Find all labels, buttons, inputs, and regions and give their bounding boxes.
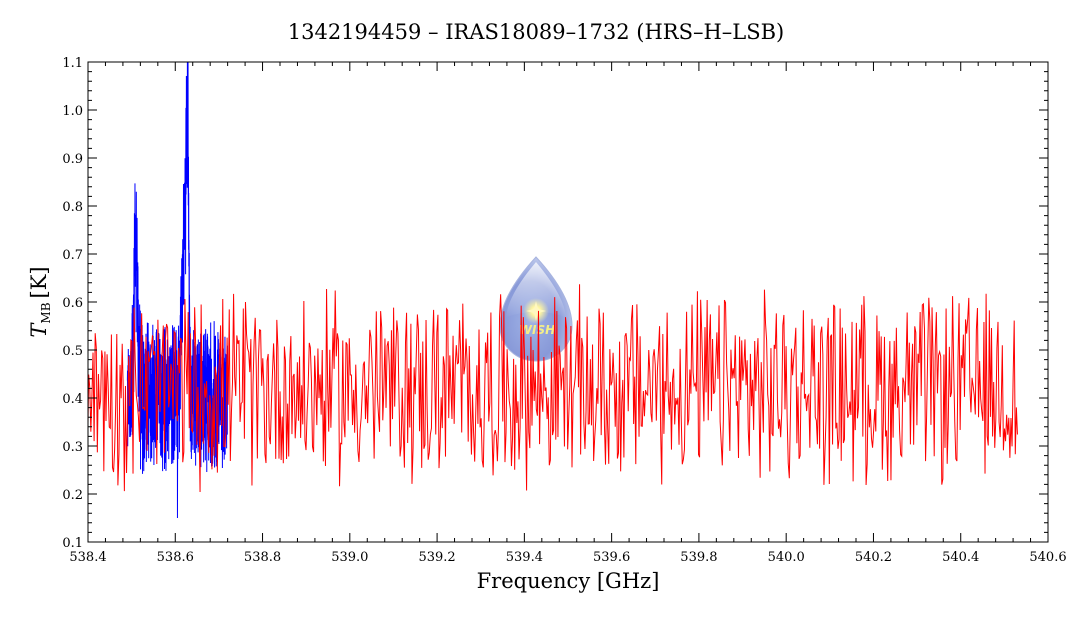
y-tick-label: 0.8 bbox=[62, 200, 83, 215]
x-tick-label: 538.6 bbox=[157, 550, 194, 565]
red-spectrum-series bbox=[88, 284, 1018, 493]
tick-marks bbox=[87, 61, 1049, 543]
x-tick-labels: 538.4 538.6 538.8 539.0 539.2 539.4 539.6 539.8… bbox=[69, 550, 1066, 565]
y-axis-title: TMB [K] bbox=[27, 266, 53, 337]
axis-ticks bbox=[87, 61, 1049, 543]
y-tick-labels: 0.1 0.2 0.3 0.4 0.5 0.6 0.7 0.8 0.9 1.0 1.1 bbox=[62, 56, 83, 551]
plot-frame bbox=[87, 61, 1049, 543]
chart-title: 1342194459 – IRAS18089–1732 (HRS–H–LSB) bbox=[288, 20, 785, 44]
x-tick-label: 539.6 bbox=[593, 550, 630, 565]
y-axis-title-symbol: T bbox=[27, 322, 51, 338]
y-tick-label: 1.1 bbox=[62, 56, 83, 71]
wish-logo-label: WISH bbox=[519, 323, 555, 337]
svg-text:TMB[K]: TMB [K] bbox=[27, 266, 53, 337]
y-axis-title-unit: [K] bbox=[27, 266, 51, 298]
spectrum-traces bbox=[88, 62, 1018, 519]
x-tick-label: 539.0 bbox=[331, 550, 368, 565]
x-tick-label: 539.4 bbox=[506, 550, 543, 565]
y-tick-label: 0.6 bbox=[62, 296, 83, 311]
x-tick-label: 540.0 bbox=[768, 550, 805, 565]
x-tick-label: 539.2 bbox=[418, 550, 455, 565]
x-tick-label: 540.2 bbox=[855, 550, 892, 565]
x-tick-label: 540.4 bbox=[942, 550, 979, 565]
y-tick-label: 0.7 bbox=[62, 248, 83, 263]
x-tick-label: 540.6 bbox=[1029, 550, 1066, 565]
y-tick-label: 1.0 bbox=[62, 104, 83, 119]
x-tick-label: 538.4 bbox=[69, 550, 106, 565]
y-tick-label: 0.4 bbox=[62, 392, 83, 407]
y-tick-label: 0.5 bbox=[62, 344, 83, 359]
y-tick-label: 0.2 bbox=[62, 488, 83, 503]
y-tick-label: 0.3 bbox=[62, 440, 83, 455]
x-tick-label: 539.8 bbox=[680, 550, 717, 565]
wish-water-drop-icon: WISH bbox=[499, 256, 573, 362]
y-axis-title-subscript: MB bbox=[39, 302, 53, 323]
y-tick-label: 0.1 bbox=[62, 536, 83, 551]
x-axis-title: Frequency [GHz] bbox=[477, 569, 660, 593]
y-tick-label: 0.9 bbox=[62, 152, 83, 167]
x-tick-label: 538.8 bbox=[244, 550, 281, 565]
